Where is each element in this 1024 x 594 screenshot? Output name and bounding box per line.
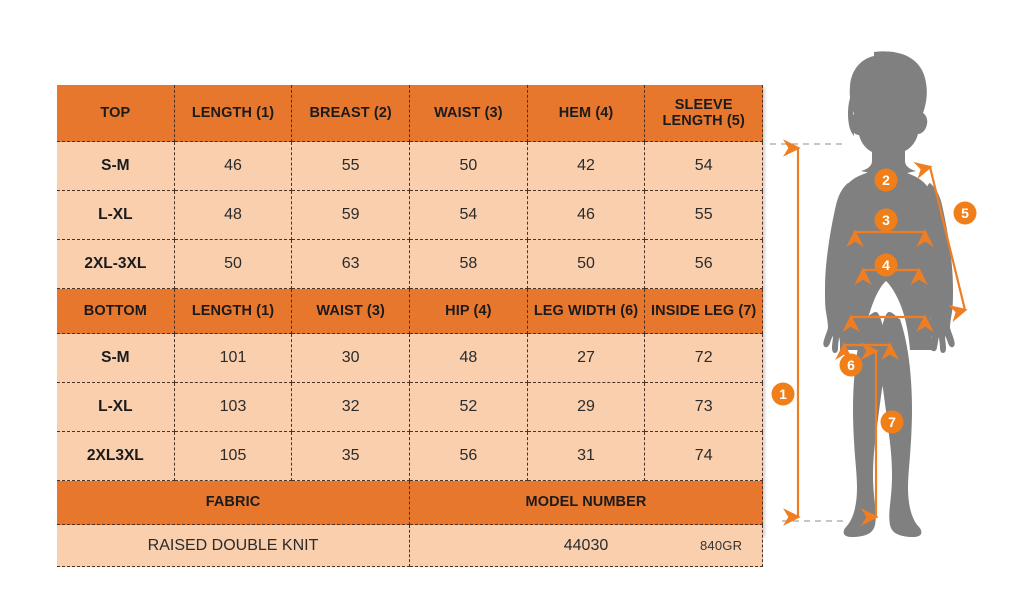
marker-badge-4: 4 [874,253,898,277]
column-header-waist-3: WAIST (3) [410,85,528,142]
cell-value: 103 [174,383,293,432]
cell-value: 29 [527,383,646,432]
cell-value: 56 [645,240,764,289]
cell-value: 50 [410,142,528,191]
marker-badge-5: 5 [953,201,977,225]
marker-badge-6-label: 6 [847,357,855,373]
marker-badge-6: 6 [839,353,863,377]
column-header-top: TOP [57,85,175,142]
cell-value: 101 [174,334,293,383]
column-header-sleeve-length-5: SLEEVE LENGTH (5) [645,85,764,142]
cell-value: 59 [292,191,411,240]
table-row: S-M 46 55 50 42 54 [57,142,764,191]
column-header-inside-leg-7: INSIDE LEG (7) [645,289,764,334]
cell-value: 56 [410,432,528,481]
row-label-size: L-XL [57,191,175,240]
column-header-length-1: LENGTH (1) [174,289,293,334]
table-row: L-XL 103 32 52 29 73 [57,383,764,432]
cell-value: 72 [645,334,764,383]
column-header-model-number: MODEL NUMBER [410,481,763,525]
marker-badge-3: 3 [874,208,898,232]
marker-badge-7-label: 7 [888,414,896,430]
column-header-leg-width-6: LEG WIDTH (6) [527,289,646,334]
row-label-size: 2XL3XL [57,432,175,481]
table-row: S-M 101 30 48 27 72 [57,334,764,383]
marker-badge-4-label: 4 [882,257,890,273]
cell-value: 54 [645,142,764,191]
column-header-breast-2: BREAST (2) [292,85,411,142]
column-header-hem-4: HEM (4) [527,85,646,142]
cell-value: 30 [292,334,411,383]
row-label-size: 2XL-3XL [57,240,175,289]
row-label-size: S-M [57,142,175,191]
cell-model-number-value: 44030 [410,525,763,567]
cell-value: 35 [292,432,411,481]
cell-value: 46 [527,191,646,240]
marker-badge-2-label: 2 [882,172,890,188]
marker-badge-1-label: 1 [779,386,787,402]
cell-value: 55 [645,191,764,240]
column-header-fabric: FABRIC [57,481,410,525]
table-row-footer-values: RAISED DOUBLE KNIT 44030 [57,525,763,567]
column-header-waist-3: WAIST (3) [292,289,411,334]
marker-badge-1: 1 [771,382,795,406]
cell-value: 27 [527,334,646,383]
marker-badge-5-label: 5 [961,205,969,221]
measurement-figure-panel: 1 2 3 4 5 6 7 [766,40,1024,594]
cell-value: 55 [292,142,411,191]
table-row: 2XL-3XL 50 63 58 50 56 [57,240,764,289]
cell-value: 48 [410,334,528,383]
column-header-length-1: LENGTH (1) [174,85,293,142]
cell-value: 46 [174,142,293,191]
table-header-row-footer: FABRIC MODEL NUMBER [57,481,763,525]
cell-value: 63 [292,240,411,289]
row-label-size: L-XL [57,383,175,432]
table-header-row-bottom: BOTTOM LENGTH (1) WAIST (3) HIP (4) LEG … [57,289,764,334]
column-header-hip-4: HIP (4) [410,289,528,334]
cell-value: 52 [410,383,528,432]
cell-value: 50 [527,240,646,289]
cell-value: 73 [645,383,764,432]
marker-badge-3-label: 3 [882,212,890,228]
marker-badge-7: 7 [880,410,904,434]
cell-value: 32 [292,383,411,432]
cell-value: 74 [645,432,764,481]
model-code-label: 840GR [700,538,743,553]
table-row: 2XL3XL 105 35 56 31 74 [57,432,764,481]
cell-value: 54 [410,191,528,240]
cell-value: 50 [174,240,293,289]
cell-value: 48 [174,191,293,240]
cell-value: 58 [410,240,528,289]
size-chart-table: TOP LENGTH (1) BREAST (2) WAIST (3) HEM … [57,85,764,567]
marker-badge-2: 2 [874,168,898,192]
row-label-size: S-M [57,334,175,383]
table-header-row-top: TOP LENGTH (1) BREAST (2) WAIST (3) HEM … [57,85,764,142]
cell-value: 105 [174,432,293,481]
table-row: L-XL 48 59 54 46 55 [57,191,764,240]
female-silhouette-icon [823,51,955,537]
measure-arrow-5 [913,162,968,323]
cell-fabric-value: RAISED DOUBLE KNIT [57,525,410,567]
cell-value: 31 [527,432,646,481]
column-header-bottom: BOTTOM [57,289,175,334]
cell-value: 42 [527,142,646,191]
